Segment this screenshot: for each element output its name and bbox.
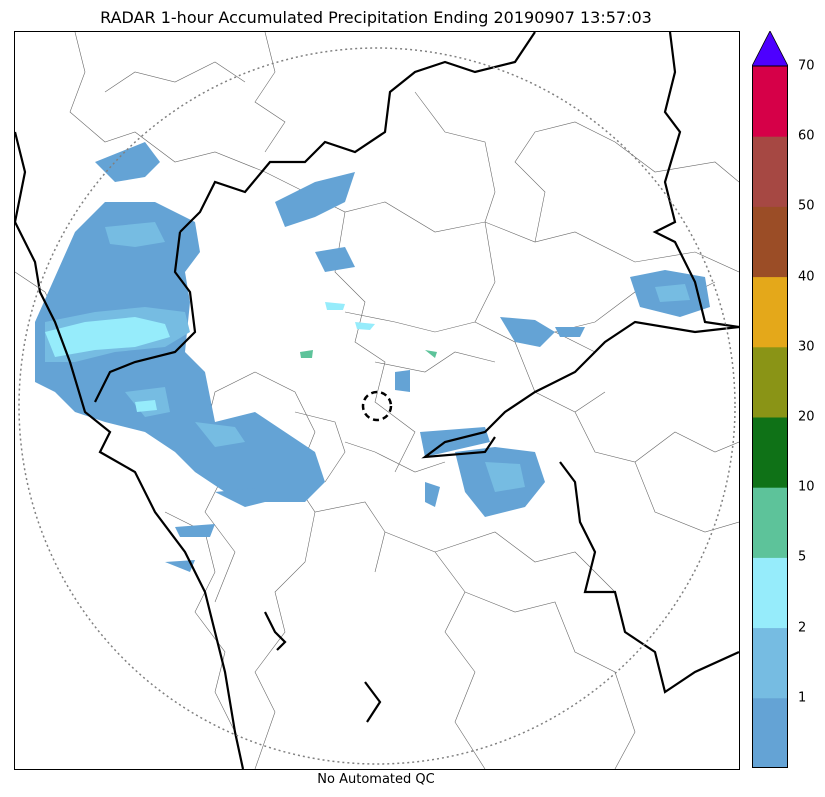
state-boundaries — [15, 32, 739, 769]
precipitation-heavy — [45, 302, 375, 412]
colorbar-tick-label: 20 — [798, 409, 815, 425]
colorbar-band — [752, 136, 788, 207]
radar-map-canvas — [15, 32, 739, 769]
precip-colorbar — [752, 31, 788, 768]
colorbar-band — [752, 557, 788, 629]
colorbar-tick-label: 10 — [798, 479, 815, 495]
colorbar-tick-label: 70 — [798, 58, 815, 74]
radar-map — [14, 31, 740, 770]
range-ring — [18, 47, 736, 765]
colorbar-tick-label: 60 — [798, 128, 815, 144]
colorbar-band — [752, 66, 788, 137]
precipitation-teal — [300, 350, 437, 358]
precipitation-light — [35, 142, 710, 572]
colorbar-tick-label: 1 — [798, 690, 807, 706]
colorbar-tick-label: 40 — [798, 269, 815, 285]
colorbar-band — [752, 346, 788, 418]
qc-note: No Automated QC — [317, 772, 435, 787]
colorbar-band — [752, 276, 788, 348]
colorbar-tick-label: 5 — [798, 549, 807, 565]
colorbar-tick-label: 30 — [798, 339, 815, 355]
colorbar-band — [752, 697, 788, 768]
colorbar-band — [752, 627, 788, 699]
map-title: RADAR 1-hour Accumulated Precipitation E… — [100, 8, 652, 27]
district-boundaries — [15, 32, 739, 769]
colorbar-band — [752, 206, 788, 278]
colorbar-extend-triangle — [752, 31, 788, 67]
colorbar-tick-label: 2 — [798, 620, 807, 636]
radar-site-marker — [361, 390, 393, 422]
colorbar-band — [752, 487, 788, 558]
colorbar-tick-label: 50 — [798, 198, 815, 214]
colorbar-band — [752, 417, 788, 488]
